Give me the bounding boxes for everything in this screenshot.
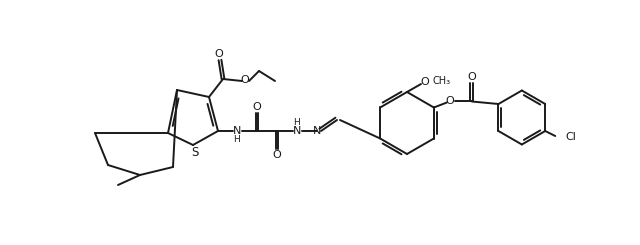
Text: CH₃: CH₃: [433, 76, 451, 86]
Text: O: O: [420, 77, 429, 87]
Text: O: O: [214, 49, 223, 59]
Text: N: N: [293, 126, 301, 136]
Text: N: N: [233, 126, 241, 136]
Text: O: O: [273, 150, 282, 160]
Text: O: O: [241, 75, 250, 85]
Text: S: S: [191, 147, 198, 159]
Text: Cl: Cl: [565, 132, 576, 142]
Text: N: N: [313, 126, 321, 136]
Text: O: O: [467, 73, 476, 83]
Text: H: H: [294, 119, 300, 127]
Text: O: O: [253, 102, 261, 112]
Text: H: H: [234, 135, 241, 144]
Text: O: O: [445, 97, 454, 107]
